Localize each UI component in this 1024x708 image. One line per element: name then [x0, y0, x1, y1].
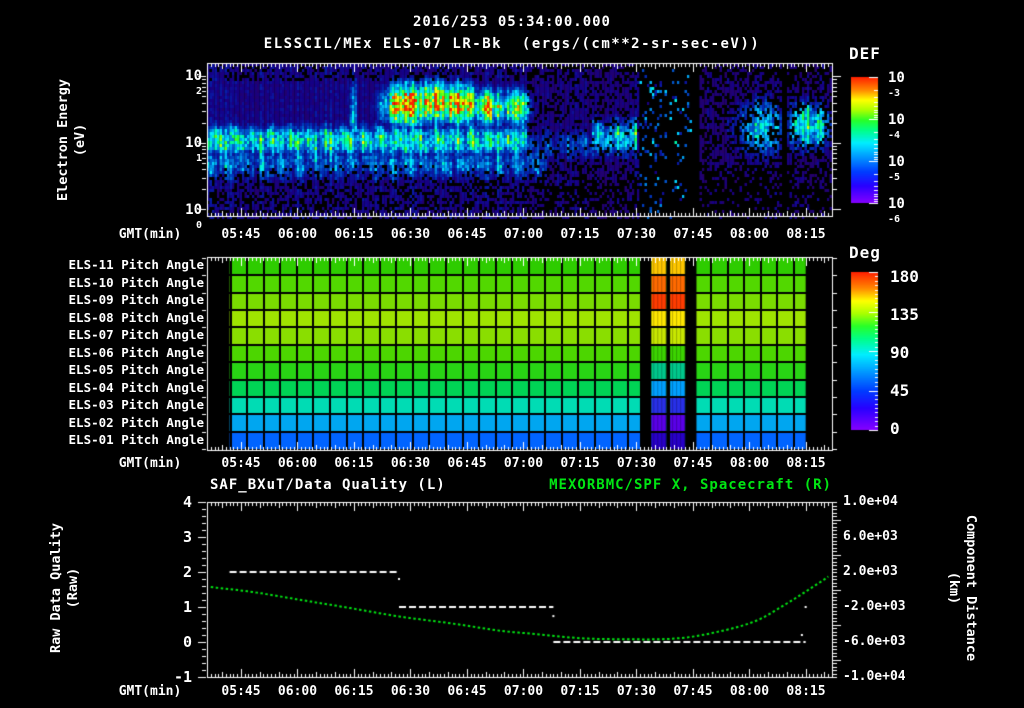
- gmt-label-middle: GMT(min): [118, 456, 182, 471]
- time-tick-label: 07:30: [616, 227, 657, 242]
- energy-tick-label: 10 2: [185, 68, 202, 97]
- deg-tick-label: 180: [890, 267, 919, 286]
- distance-axis-tick-labels: 1.0e+04 6.0e+03 2.0e+03 -2.0e+03 -6.0e+03 -1.…: [843, 494, 915, 685]
- els-row-label: ELS-01 Pitch Angle: [68, 432, 204, 447]
- quality-tick-label: 3: [182, 528, 192, 546]
- dataset-title: ELSSCIL/MEx ELS-07 LR-Bk (ergs/(cm**2-sr…: [263, 36, 761, 52]
- time-tick-label: 06:30: [390, 684, 431, 699]
- deg-tick-label: 135: [890, 305, 919, 324]
- def-colorbar-tick-labels: 10 -3 10 -4 10 -5 10 -6: [888, 70, 948, 225]
- time-tick-label: 07:45: [673, 456, 713, 471]
- els-row-label: ELS-08 Pitch Angle: [68, 309, 204, 325]
- time-tick-label: 06:15: [334, 456, 374, 471]
- time-tick-label: 08:15: [786, 227, 826, 242]
- els-row-label: ELS-07 Pitch Angle: [68, 327, 204, 342]
- time-tick-labels-bottom: 05:45 06:00 06:15 06:30 06:45 07:00 07:15 07:30…: [218, 684, 829, 699]
- els-row-label: ELS-04 Pitch Angle: [68, 379, 204, 395]
- time-tick-label: 07:30: [616, 456, 657, 471]
- time-tick-labels-top: 05:45 06:00 06:15 06:30 06:45 07:00 07:15 07:30…: [218, 227, 829, 242]
- time-tick-label: 05:45: [221, 456, 261, 471]
- def-tick-label: 10 -3: [888, 70, 905, 99]
- gmt-label-top: GMT(min): [118, 227, 182, 242]
- quality-series-title: SAF_BXuT/Data Quality (L): [210, 477, 446, 493]
- distance-tick-label: -6.0e+03: [843, 634, 906, 649]
- gmt-label-bottom: GMT(min): [118, 684, 182, 699]
- time-tick-label: 07:45: [673, 227, 713, 242]
- time-tick-label: 07:15: [560, 227, 600, 242]
- distance-tick-label: 2.0e+03: [843, 564, 898, 579]
- deg-tick-label: 90: [890, 343, 910, 362]
- time-tick-label: 08:15: [786, 456, 826, 471]
- distance-tick-label: -1.0e+04: [843, 669, 906, 684]
- distance-tick-label: 6.0e+03: [843, 529, 898, 544]
- quality-axis-label: Raw Data Quality (Raw): [48, 522, 81, 654]
- quality-tick-label: 4: [182, 493, 192, 511]
- time-tick-label: 06:45: [447, 684, 487, 699]
- time-tick-label: 06:15: [334, 227, 374, 242]
- time-tick-label: 05:45: [221, 227, 261, 242]
- quality-tick-label: 2: [182, 563, 192, 581]
- time-tick-label: 07:15: [560, 684, 600, 699]
- def-colorbar-title: DEF: [849, 44, 881, 63]
- time-tick-labels-middle: 05:45 06:00 06:15 06:30 06:45 07:00 07:15 07:30…: [218, 456, 829, 471]
- deg-tick-label: 45: [890, 381, 910, 400]
- time-tick-label: 06:15: [334, 684, 374, 699]
- distance-series-title: MEXORBMC/SPF X, Spacecraft (R): [549, 477, 832, 493]
- def-tick-label: 10 -6: [888, 196, 905, 225]
- els-row-label: ELS-05 Pitch Angle: [68, 362, 204, 377]
- time-tick-label: 06:00: [277, 456, 318, 471]
- time-tick-label: 06:30: [390, 456, 431, 471]
- deg-tick-label: 0: [890, 419, 900, 438]
- time-tick-label: 05:45: [221, 684, 261, 699]
- time-tick-label: 07:45: [673, 684, 713, 699]
- time-tick-label: 07:00: [503, 456, 544, 471]
- els-row-label: ELS-11 Pitch Angle: [68, 257, 204, 272]
- time-tick-label: 08:00: [729, 227, 770, 242]
- quality-tick-label: 0: [182, 633, 192, 651]
- time-tick-label: 07:30: [616, 684, 657, 699]
- distance-tick-label: 1.0e+04: [843, 494, 898, 509]
- def-tick-label: 10 -4: [888, 112, 905, 141]
- els-row-label: ELS-02 Pitch Angle: [68, 414, 204, 430]
- time-tick-label: 08:00: [729, 456, 770, 471]
- time-tick-label: 06:45: [447, 227, 487, 242]
- time-tick-label: 06:00: [277, 227, 318, 242]
- energy-axis-tick-labels: 10 2 10 1 10 0: [158, 68, 202, 231]
- time-tick-label: 06:45: [447, 456, 487, 471]
- energy-tick-label: 10 0: [185, 202, 202, 231]
- quality-axis-tick-labels: 4 3 2 1 0 -1: [168, 494, 192, 685]
- els-row-labels: ELS-11 Pitch Angle ELS-10 Pitch Angle ELS-…: [58, 256, 204, 448]
- quality-tick-label: 1: [182, 598, 192, 616]
- time-tick-label: 06:30: [390, 227, 431, 242]
- energy-axis-label: Electron Energy (eV): [55, 79, 88, 201]
- distance-tick-label: -2.0e+03: [843, 599, 906, 614]
- els-row-label: ELS-03 Pitch Angle: [68, 397, 204, 412]
- quality-tick-label: -1: [173, 668, 192, 686]
- time-tick-label: 08:00: [729, 684, 770, 699]
- time-tick-label: 06:00: [277, 684, 318, 699]
- deg-colorbar-title: Deg: [849, 243, 881, 262]
- time-tick-label: 08:15: [786, 684, 826, 699]
- distance-axis-label: Component Distance (km): [946, 514, 979, 662]
- els-row-label: ELS-09 Pitch Angle: [68, 292, 204, 307]
- energy-tick-label: 10 1: [185, 135, 202, 164]
- els-row-label: ELS-10 Pitch Angle: [68, 274, 204, 290]
- els-row-label: ELS-06 Pitch Angle: [68, 344, 204, 360]
- def-tick-label: 10 -5: [888, 154, 905, 183]
- time-tick-label: 07:00: [503, 684, 544, 699]
- deg-colorbar-tick-labels: 180 135 90 45 0: [890, 269, 940, 437]
- time-tick-label: 07:00: [503, 227, 544, 242]
- timestamp-title: 2016/253 05:34:00.000: [412, 14, 611, 30]
- time-tick-label: 07:15: [560, 456, 600, 471]
